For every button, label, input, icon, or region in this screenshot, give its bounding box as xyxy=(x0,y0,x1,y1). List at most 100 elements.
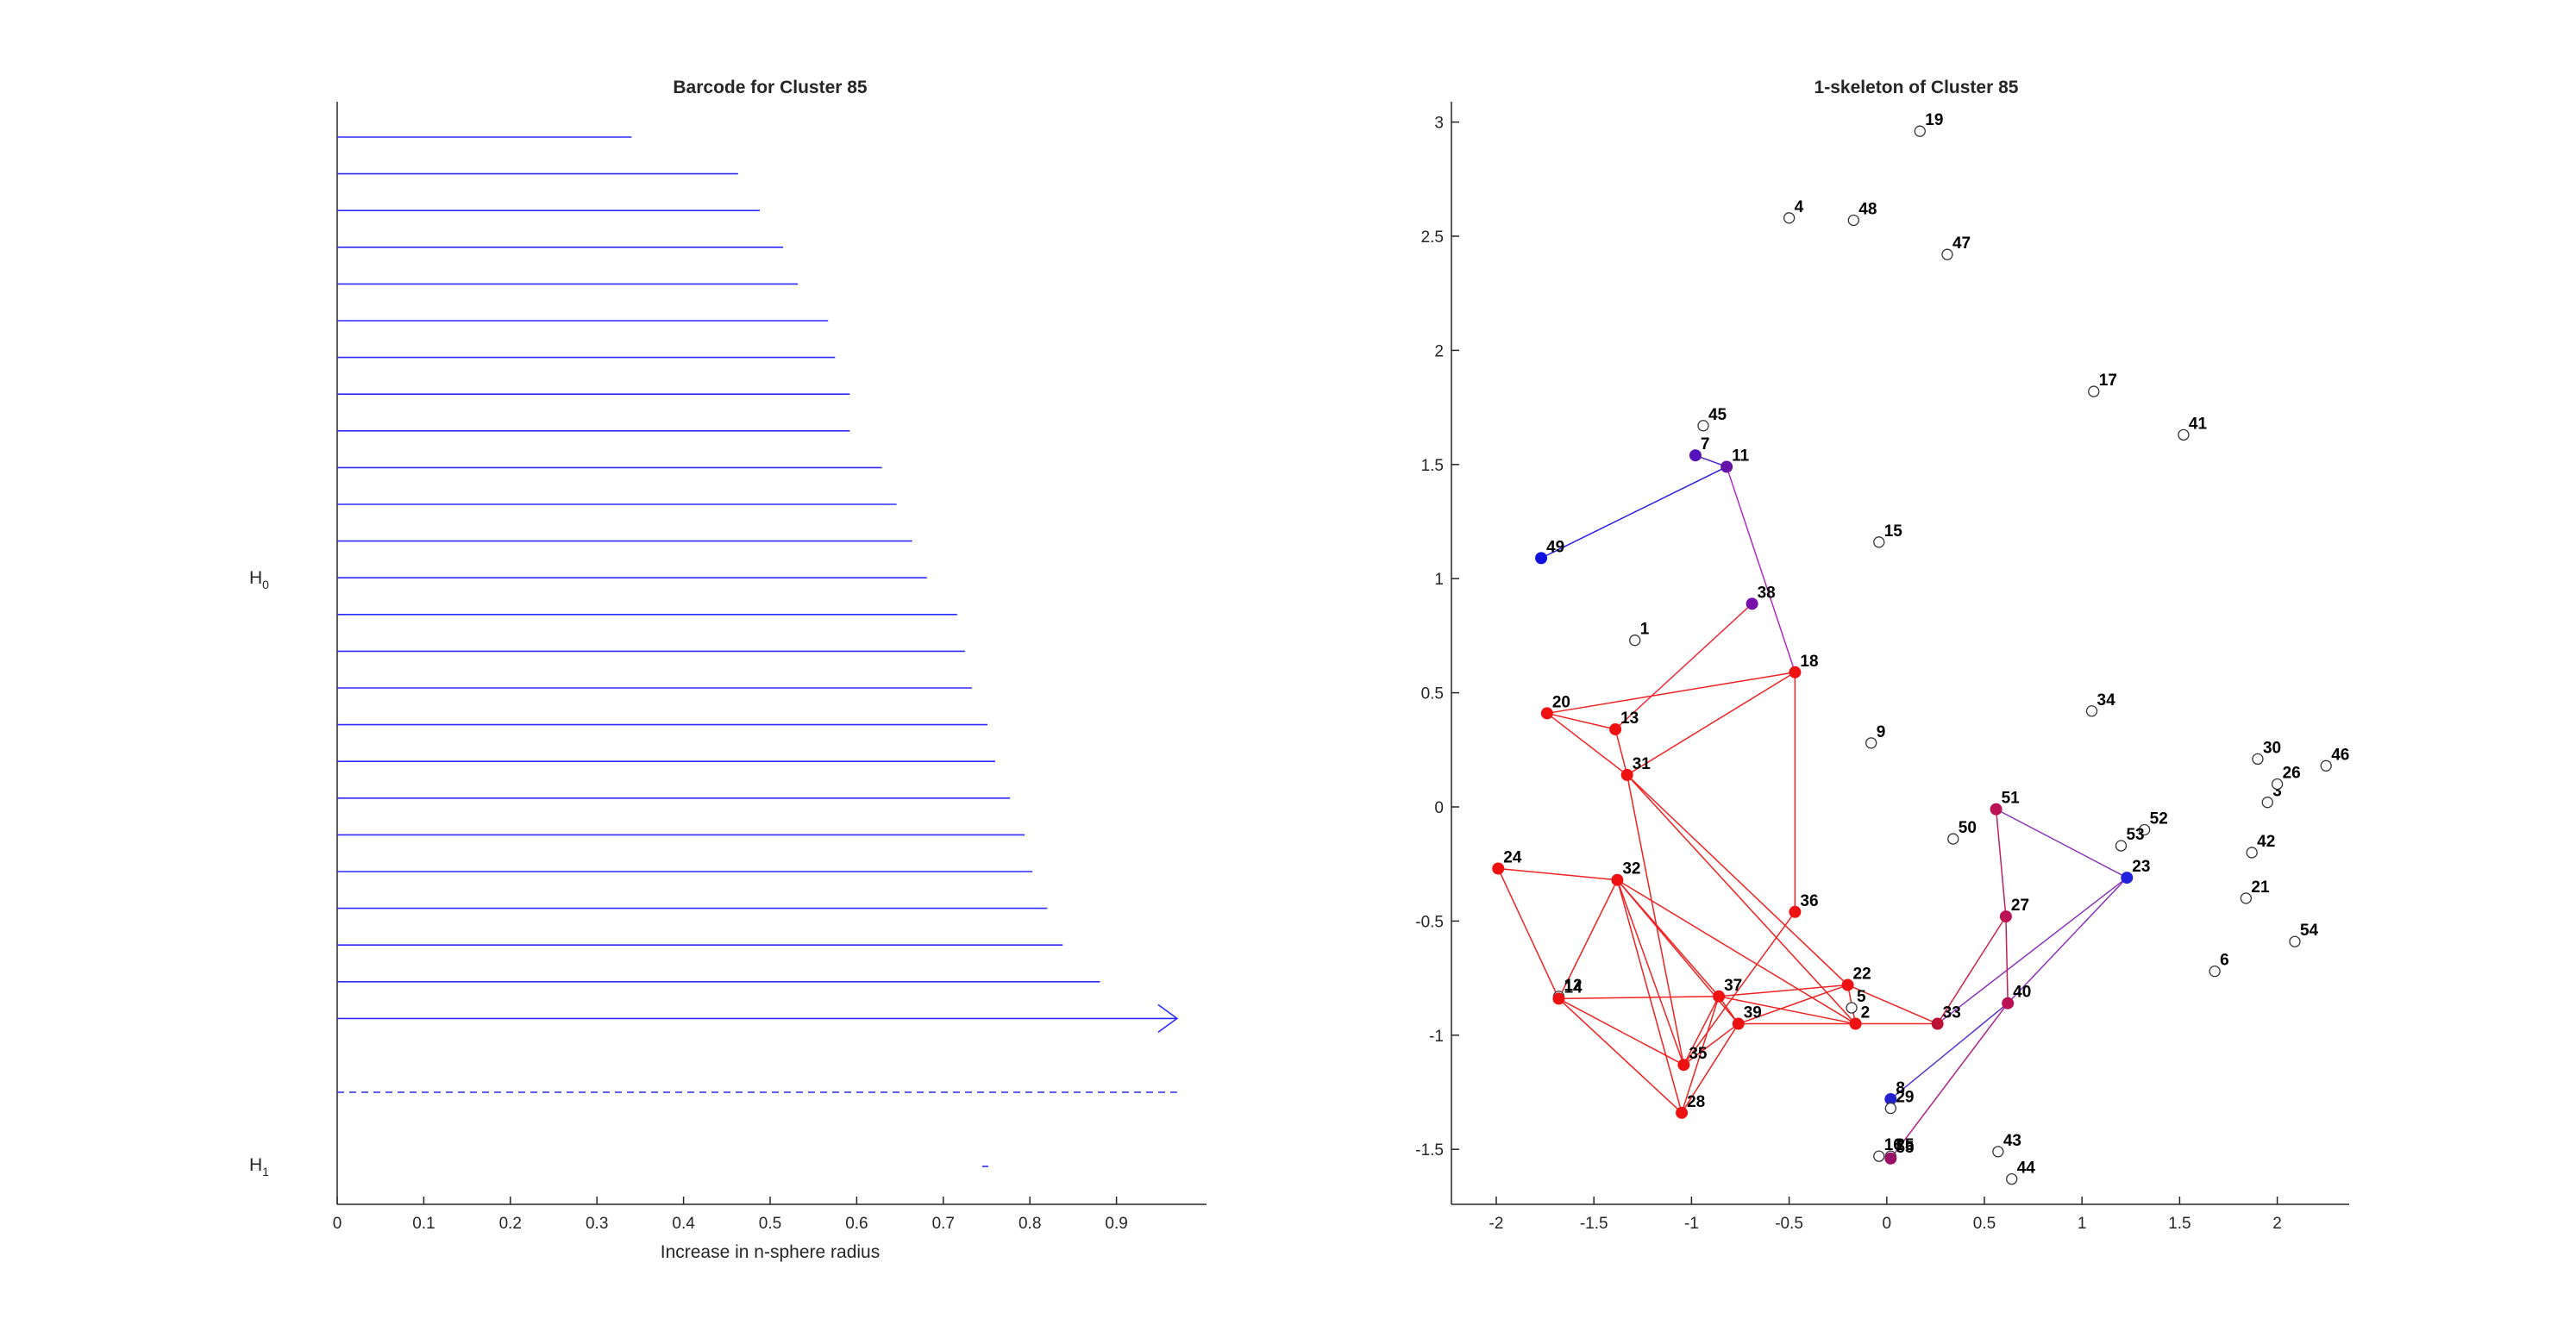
graph-edge xyxy=(1546,712,1628,776)
graph-edge xyxy=(1616,879,1856,1025)
graph-edge xyxy=(1683,911,1796,1066)
graph-node-empty xyxy=(2240,892,2253,904)
graph-node-filled xyxy=(1611,873,1624,886)
graph-node-filled xyxy=(1841,978,1854,991)
node-label: 55 xyxy=(1896,1139,1915,1157)
y-tick-label: 3 xyxy=(1434,115,1444,133)
node-label: 17 xyxy=(2099,372,2117,390)
y-tick-label: 2 xyxy=(1434,342,1444,360)
node-label: 50 xyxy=(1959,819,1977,837)
graph-edge xyxy=(1626,774,1849,986)
graph-node-filled xyxy=(1746,597,1758,610)
graph-node-empty xyxy=(2252,753,2264,766)
node-label: 38 xyxy=(1758,584,1776,602)
graph-node-empty xyxy=(1865,737,1877,749)
graph-node-empty xyxy=(2178,428,2190,441)
barcode-group-h1-letter: H xyxy=(249,1155,262,1175)
x-tick-label: 0 xyxy=(1883,1215,1892,1233)
node-label: 45 xyxy=(1708,406,1727,424)
y-tick-label: -1.5 xyxy=(1415,1141,1444,1160)
barcode-group-h0: H0 xyxy=(249,568,269,591)
graph-edge xyxy=(1937,916,2007,1024)
graph-edge xyxy=(1995,809,2007,917)
node-label: 20 xyxy=(1552,693,1570,711)
y-tick-label: -1 xyxy=(1429,1028,1444,1046)
graph-edge xyxy=(1681,1023,1739,1114)
y-tick-label: 1.5 xyxy=(1421,457,1444,475)
graph-node-empty xyxy=(2209,966,2221,978)
x-tick-label: 0.2 xyxy=(499,1215,522,1233)
graph-edge xyxy=(1937,877,2128,1025)
node-label: 22 xyxy=(1853,966,1871,984)
x-tick-label: 0.6 xyxy=(845,1215,868,1233)
node-label: 25 xyxy=(1896,1136,1915,1154)
x-tick-label: 0.1 xyxy=(412,1215,435,1233)
graph-edge xyxy=(1614,603,1753,730)
node-label: 49 xyxy=(1546,538,1564,556)
graph-edge xyxy=(1683,1022,1739,1066)
graph-edge xyxy=(1616,879,1683,1114)
barcode-bars xyxy=(337,136,1179,1167)
node-label: 9 xyxy=(1877,723,1886,741)
node-label: 4 xyxy=(1795,198,1804,216)
node-label: 51 xyxy=(2002,790,2021,808)
node-label: 41 xyxy=(2189,415,2208,433)
node-label: 11 xyxy=(1732,447,1750,465)
graph-node-filled xyxy=(1677,1059,1690,1072)
graph-edge xyxy=(2007,877,2128,1004)
skeleton-edges xyxy=(1497,454,2128,1160)
graph-node-filled xyxy=(1713,990,1726,1003)
graph-edge xyxy=(1558,996,1720,1000)
graph-node-filled xyxy=(1990,803,2003,816)
graph-edge xyxy=(1616,879,1685,1066)
x-tick-label: 0.9 xyxy=(1105,1215,1127,1233)
graph-edge xyxy=(1681,996,1720,1114)
y-tick-label: 1 xyxy=(1434,571,1444,589)
graph-node-empty xyxy=(2289,935,2301,947)
node-label: 32 xyxy=(1622,860,1640,878)
graph-node-empty xyxy=(1992,1146,2004,1158)
graph-node-empty xyxy=(2246,847,2258,859)
graph-node-filled xyxy=(2121,872,2134,885)
node-label: 30 xyxy=(2263,739,2281,757)
graph-edge xyxy=(1614,728,1628,776)
x-tick-label: -2 xyxy=(1489,1215,1504,1233)
barcode-group-h1: H1 xyxy=(249,1155,269,1178)
x-tick-label: 0.3 xyxy=(586,1215,608,1233)
graph-node-empty xyxy=(1873,536,1885,548)
x-tick-label: 0.5 xyxy=(759,1215,781,1233)
node-label: 48 xyxy=(1858,200,1877,218)
graph-node-filled xyxy=(1552,992,1565,1005)
graph-node-empty xyxy=(2115,840,2128,852)
graph-node-empty xyxy=(2085,705,2098,717)
node-label: 37 xyxy=(1724,977,1742,995)
graph-node-empty xyxy=(1697,420,1709,432)
graph-edge xyxy=(1719,984,1848,997)
node-label: 16 xyxy=(1884,1136,1902,1154)
graph-edge xyxy=(1558,997,1684,1066)
node-label: 44 xyxy=(2017,1160,2036,1178)
graph-node-empty xyxy=(2261,797,2273,809)
node-label: 23 xyxy=(2132,858,2150,876)
graph-node-filled xyxy=(1789,666,1802,678)
y-tick-label: -0.5 xyxy=(1415,913,1444,931)
graph-edge xyxy=(1626,774,1685,1066)
graph-node-empty xyxy=(1846,1002,1858,1014)
node-label: 26 xyxy=(2283,765,2301,783)
graph-node-filled xyxy=(1492,862,1505,875)
graph-edge xyxy=(1558,879,1619,999)
graph-edge xyxy=(1626,672,1796,776)
graph-edge xyxy=(1558,997,1683,1114)
node-label: 12 xyxy=(1564,977,1582,995)
graph-node-filled xyxy=(1609,722,1622,735)
node-label: 34 xyxy=(2097,691,2116,710)
x-tick-label: 1.5 xyxy=(2168,1215,2191,1233)
node-label: 27 xyxy=(2011,897,2029,915)
graph-node-empty xyxy=(1783,212,1796,224)
node-label: 21 xyxy=(2251,878,2270,897)
node-label: 19 xyxy=(1925,111,1943,129)
graph-edge xyxy=(1546,712,1616,730)
node-label: 3 xyxy=(2272,783,2282,801)
graph-node-empty xyxy=(1941,248,1953,260)
node-label: 8 xyxy=(1896,1079,1905,1097)
